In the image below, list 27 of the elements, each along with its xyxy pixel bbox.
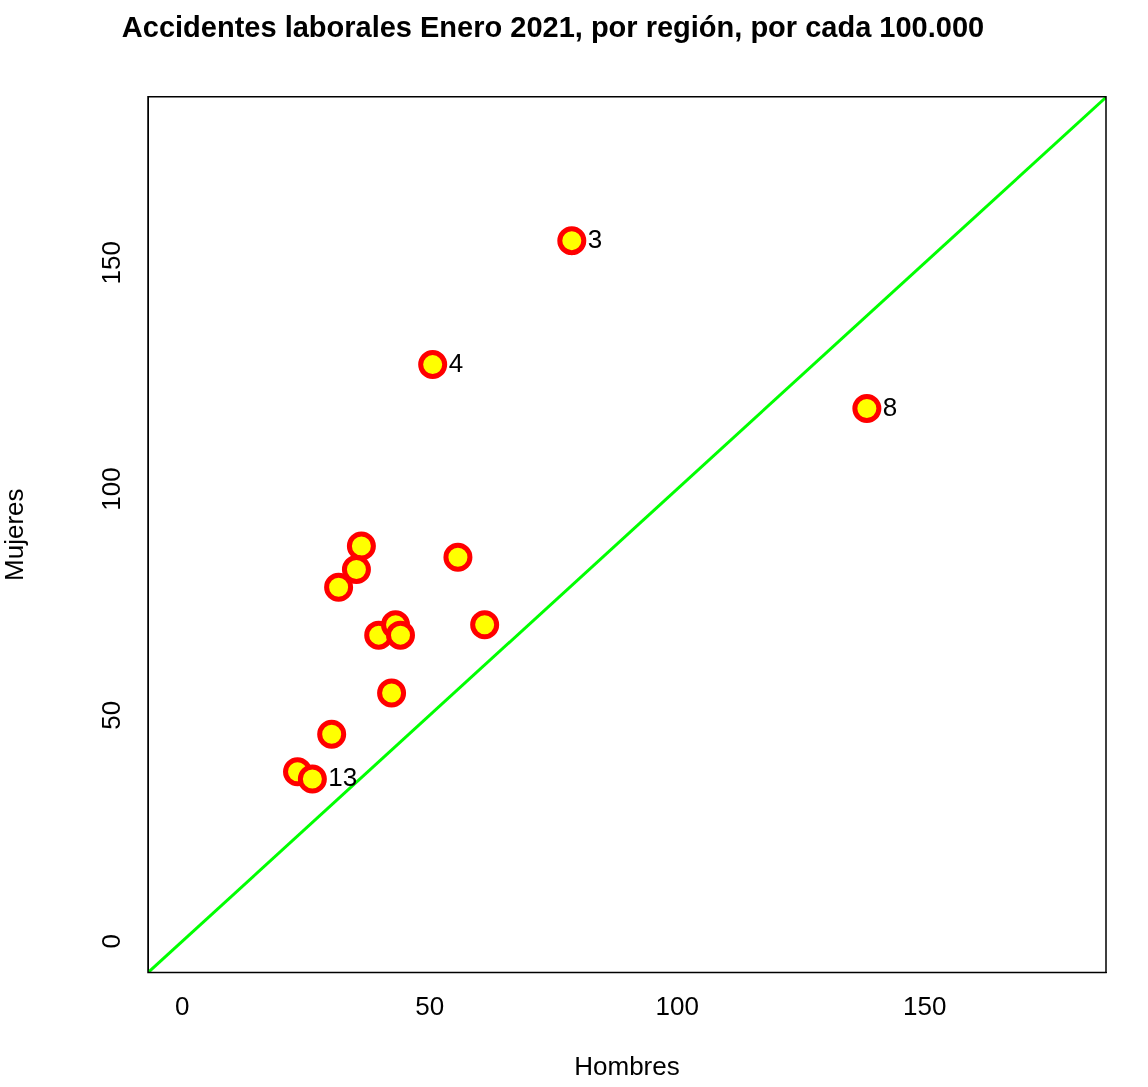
point <box>297 764 327 794</box>
x-tick-label: 100 <box>655 991 699 1022</box>
annotation: 4 <box>448 347 464 378</box>
y-axis-title: Mujeres <box>0 488 29 581</box>
y-tick-label: 100 <box>96 467 127 511</box>
point <box>470 610 500 640</box>
annotation: 13 <box>328 762 358 793</box>
point <box>377 678 407 708</box>
y-tick-label: 150 <box>96 241 127 285</box>
point <box>386 620 415 650</box>
point <box>324 572 354 602</box>
x-tick-label: 150 <box>903 991 947 1022</box>
y-tick-label: 0 <box>96 934 127 949</box>
point <box>557 226 587 256</box>
point <box>418 350 448 380</box>
point <box>443 542 473 572</box>
point <box>852 393 882 423</box>
point <box>346 531 376 561</box>
chart-title: Accidentes laborales Enero 2021, por región, por cada 100.000 <box>121 11 985 44</box>
y-tick-label: 50 <box>96 700 127 730</box>
annotation: 8 <box>882 391 898 422</box>
x-tick-label: 0 <box>174 991 190 1022</box>
x-axis-title: Hombres <box>574 1050 680 1081</box>
x-tick-label: 50 <box>415 991 445 1022</box>
annotation: 3 <box>587 223 603 254</box>
point <box>341 555 371 585</box>
point <box>317 719 347 749</box>
